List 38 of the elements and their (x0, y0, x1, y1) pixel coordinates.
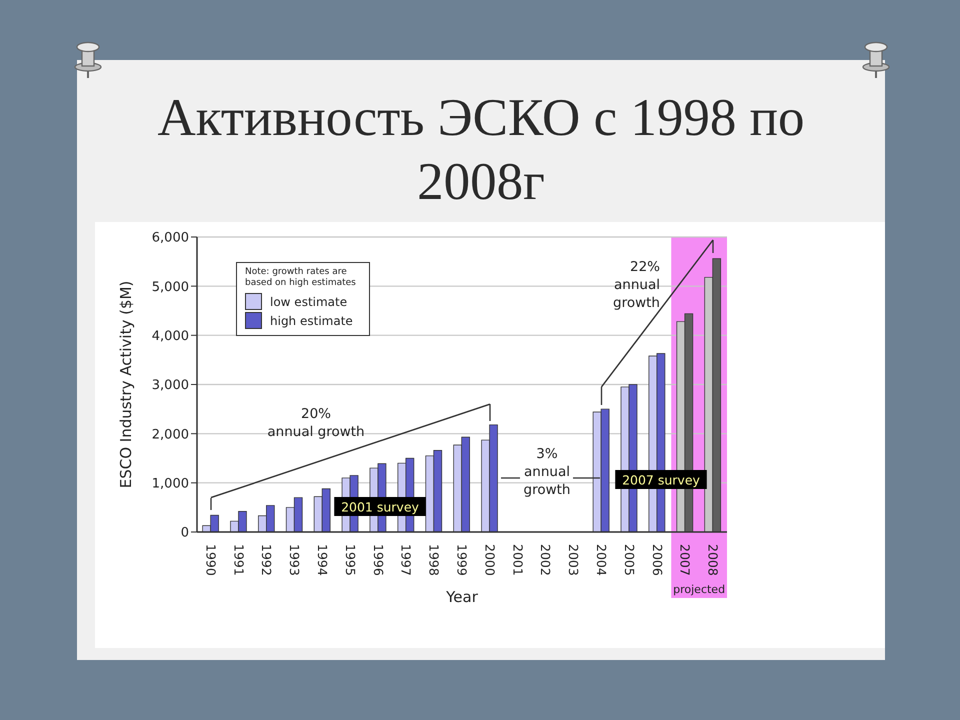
x-tick-label: 2006 (650, 544, 665, 576)
annotation: 3% annual growth (524, 446, 570, 498)
y-tick-label: 5,000 (152, 280, 189, 295)
y-tick-label: 3,000 (152, 378, 189, 394)
x-tick-label: 1995 (342, 544, 358, 576)
annotation: 20% annual growth (267, 406, 365, 440)
band-label: projected (673, 583, 726, 596)
annotation: 2007 survey (622, 472, 701, 488)
legend-label: high estimate (270, 314, 353, 328)
x-tick-label: 2000 (482, 544, 498, 576)
y-tick-label: 2,000 (152, 427, 189, 442)
x-tick-label: 2005 (622, 544, 637, 576)
x-axis-title: Year (445, 588, 479, 606)
x-tick-label: 2007 (678, 544, 693, 576)
annotation: 22% annual growth (613, 259, 660, 311)
y-axis-title: ESCO Industry Activity ($M) (117, 280, 135, 488)
chart-title: Активность ЭСКО с 1998 по 2008г (156, 88, 806, 213)
legend-title: Note: growth rates are based on high estimates (245, 267, 357, 289)
legend-label: low estimate (270, 294, 348, 308)
x-tick-label: 1991 (231, 544, 246, 576)
x-tick-label: 2001 (510, 544, 526, 576)
x-tick-label: 1992 (259, 544, 274, 576)
y-tick-label: 1,000 (152, 476, 189, 492)
x-tick-label: 1990 (203, 544, 218, 576)
y-tick-label: 4,000 (152, 328, 189, 344)
x-tick-label: 2004 (594, 544, 609, 576)
y-tick-label: 0 (180, 526, 189, 541)
x-tick-label: 1998 (426, 544, 442, 576)
x-tick-label: 2008 (706, 544, 721, 576)
x-tick-label: 1993 (287, 544, 302, 576)
x-tick-label: 2003 (566, 544, 582, 576)
x-tick-label: 1997 (398, 544, 414, 576)
x-tick-label: 1994 (315, 544, 330, 576)
annotation: 2001 survey (341, 500, 420, 514)
y-tick-label: 6,000 (152, 230, 189, 246)
x-tick-label: 1996 (370, 544, 386, 576)
x-tick-label: 1999 (454, 544, 470, 576)
x-tick-label: 2002 (538, 544, 554, 576)
